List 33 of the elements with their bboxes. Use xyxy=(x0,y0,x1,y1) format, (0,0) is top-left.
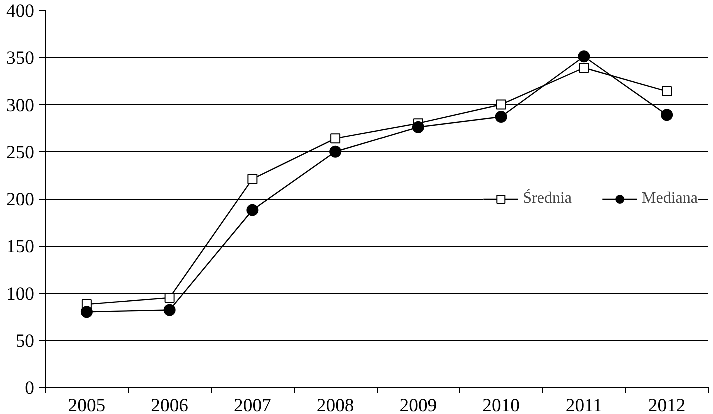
point xyxy=(578,50,590,63)
point xyxy=(164,304,176,316)
y-tick-label: 200 xyxy=(6,190,34,210)
point xyxy=(496,100,506,110)
x-tick-label: 2006 xyxy=(151,396,188,414)
y-tick-label: 50 xyxy=(16,330,34,352)
y-tick-label: 250 xyxy=(6,142,34,164)
y-tick-label: 350 xyxy=(6,48,34,70)
point xyxy=(412,121,424,134)
y-tick-label: 0 xyxy=(25,378,34,399)
x-tick-label: 2012 xyxy=(648,396,686,414)
point xyxy=(248,174,258,184)
x-tick-label: 2005 xyxy=(68,396,106,414)
legend-label: Mediana xyxy=(642,190,698,208)
point xyxy=(80,306,93,318)
point xyxy=(662,86,672,97)
y-tick-label: 400 xyxy=(6,1,34,22)
point xyxy=(164,292,175,303)
point xyxy=(246,204,259,216)
point xyxy=(330,146,342,158)
y-tick-label: 150 xyxy=(6,236,34,258)
legend-label: Średnia xyxy=(523,190,572,208)
point xyxy=(579,62,590,73)
x-tick-label: 2010 xyxy=(482,396,520,414)
x-tick-label: 2008 xyxy=(316,396,354,414)
point xyxy=(330,134,341,144)
y-tick-label: 100 xyxy=(6,284,34,305)
point xyxy=(495,111,508,123)
y-tick-label: 300 xyxy=(6,95,34,116)
x-tick-label: 2011 xyxy=(566,396,603,414)
x-tick-label: 2007 xyxy=(234,396,272,414)
point xyxy=(661,109,674,122)
x-tick-label: 2009 xyxy=(400,396,438,414)
